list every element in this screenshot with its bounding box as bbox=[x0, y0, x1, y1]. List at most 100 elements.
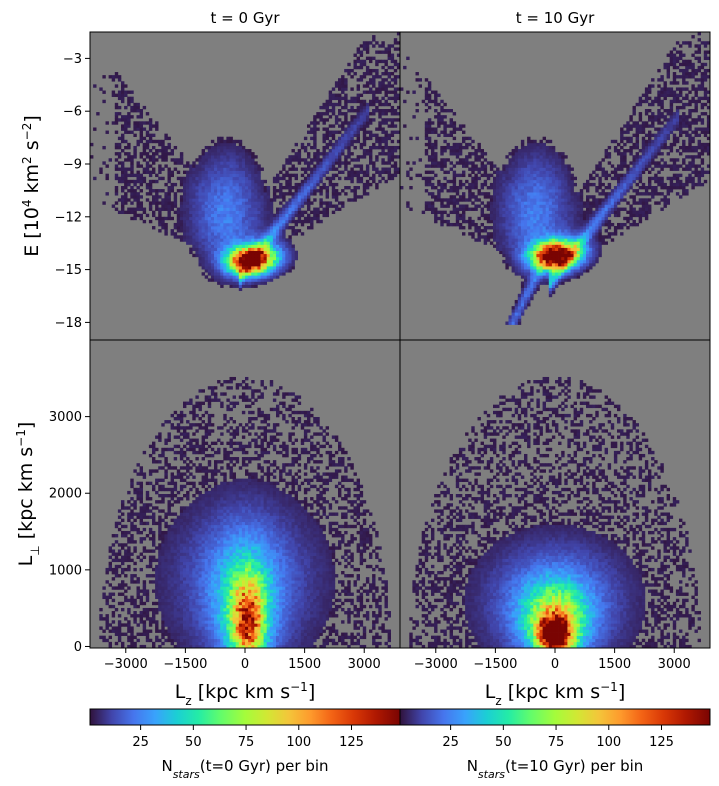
heatmap-cell bbox=[322, 118, 326, 122]
heatmap-cell bbox=[139, 155, 143, 159]
heatmap-cell bbox=[533, 182, 537, 187]
heatmap-cell bbox=[207, 182, 212, 187]
heatmap-cell bbox=[353, 127, 357, 131]
heatmap-cell bbox=[272, 238, 277, 242]
heatmap-cell bbox=[542, 269, 546, 273]
heatmap-cell bbox=[582, 244, 587, 248]
heatmap-cell bbox=[192, 164, 196, 168]
heatmap-cell bbox=[595, 259, 599, 264]
heatmap-cell bbox=[551, 281, 556, 285]
heatmap-cell bbox=[499, 226, 503, 230]
heatmap-cell bbox=[390, 124, 395, 128]
heatmap-cell bbox=[480, 152, 484, 156]
heatmap-cell bbox=[551, 158, 556, 162]
heatmap-cell bbox=[551, 238, 556, 242]
heatmap-cell bbox=[390, 121, 395, 125]
heatmap-cell bbox=[148, 173, 153, 178]
heatmap-cell bbox=[539, 176, 543, 181]
heatmap-cell bbox=[362, 127, 367, 131]
heatmap-cell bbox=[446, 142, 450, 147]
heatmap-cell bbox=[604, 152, 608, 156]
heatmap-cell bbox=[477, 216, 481, 221]
heatmap-cell bbox=[310, 210, 314, 215]
heatmap-cell bbox=[121, 201, 125, 205]
heatmap-cell bbox=[257, 259, 261, 264]
heatmap-cell bbox=[520, 250, 525, 255]
heatmap-cell bbox=[555, 247, 559, 251]
heatmap-cell bbox=[307, 186, 311, 190]
heatmap-cell bbox=[502, 253, 506, 258]
heatmap-cell bbox=[604, 201, 608, 205]
heatmap-cell bbox=[592, 244, 596, 248]
heatmap-cell bbox=[641, 167, 646, 171]
heatmap-cell bbox=[331, 161, 336, 165]
heatmap-cell bbox=[387, 47, 391, 51]
heatmap-cell bbox=[598, 186, 602, 190]
heatmap-cell bbox=[303, 149, 308, 153]
heatmap-cell bbox=[576, 195, 581, 199]
heatmap-cell bbox=[257, 176, 261, 181]
heatmap-cell bbox=[117, 118, 122, 122]
heatmap-cell bbox=[551, 213, 556, 218]
heatmap-cell bbox=[235, 161, 240, 165]
heatmap-cell bbox=[493, 238, 497, 242]
heatmap-cell bbox=[644, 216, 649, 221]
heatmap-cell bbox=[539, 216, 543, 221]
heatmap-cell bbox=[220, 176, 224, 181]
heatmap-cell bbox=[176, 226, 181, 230]
heatmap-cell bbox=[573, 263, 577, 267]
heatmap-cell bbox=[210, 272, 215, 276]
heatmap-cell bbox=[514, 167, 519, 171]
heatmap-cell bbox=[685, 176, 689, 181]
heatmap-cell bbox=[489, 219, 494, 224]
heatmap-cell bbox=[489, 182, 494, 187]
heatmap-cell bbox=[223, 189, 227, 193]
heatmap-cell bbox=[235, 182, 240, 187]
heatmap-cell bbox=[561, 253, 565, 258]
heatmap-cell bbox=[679, 186, 683, 190]
heatmap-cell bbox=[316, 173, 320, 178]
heatmap-cell bbox=[517, 306, 522, 310]
heatmap-cell bbox=[136, 186, 140, 190]
heatmap-cell bbox=[201, 247, 205, 251]
heatmap-cell bbox=[654, 164, 658, 168]
heatmap-cell bbox=[148, 164, 153, 168]
heatmap-cell bbox=[310, 222, 314, 227]
heatmap-cell bbox=[316, 127, 320, 131]
heatmap-cell bbox=[276, 222, 280, 227]
heatmap-cell bbox=[530, 284, 534, 288]
heatmap-cell bbox=[164, 198, 168, 202]
heatmap-cell bbox=[145, 112, 150, 116]
heatmap-cell bbox=[390, 133, 395, 138]
heatmap-cell bbox=[241, 226, 246, 230]
heatmap-cell bbox=[555, 167, 559, 171]
heatmap-cell bbox=[697, 145, 701, 150]
heatmap-cell bbox=[393, 93, 398, 97]
heatmap-cell bbox=[300, 219, 305, 224]
heatmap-cell bbox=[542, 247, 546, 251]
heatmap-cell bbox=[334, 189, 339, 193]
heatmap-cell bbox=[700, 173, 705, 178]
heatmap-cell bbox=[288, 204, 292, 208]
heatmap-cell bbox=[440, 189, 444, 193]
heatmap-cell bbox=[458, 179, 463, 184]
heatmap-cell bbox=[186, 179, 190, 184]
heatmap-cell bbox=[220, 161, 224, 165]
heatmap-cell bbox=[390, 53, 395, 57]
heatmap-cell bbox=[365, 47, 370, 51]
heatmap-cell bbox=[214, 210, 218, 215]
heatmap-cell bbox=[294, 207, 298, 211]
heatmap-cell bbox=[672, 176, 677, 181]
heatmap-cell bbox=[93, 84, 97, 88]
heatmap-cell bbox=[189, 250, 193, 255]
heatmap-cell bbox=[362, 142, 367, 147]
heatmap-cell bbox=[555, 198, 559, 202]
heatmap-cell bbox=[133, 149, 137, 153]
heatmap-cell bbox=[390, 118, 395, 122]
heatmap-cell bbox=[117, 198, 122, 202]
heatmap-cell bbox=[328, 155, 333, 159]
heatmap-cell bbox=[452, 201, 457, 205]
heatmap-cell bbox=[573, 195, 577, 199]
heatmap-cell bbox=[589, 253, 593, 258]
heatmap-cell bbox=[663, 139, 667, 144]
